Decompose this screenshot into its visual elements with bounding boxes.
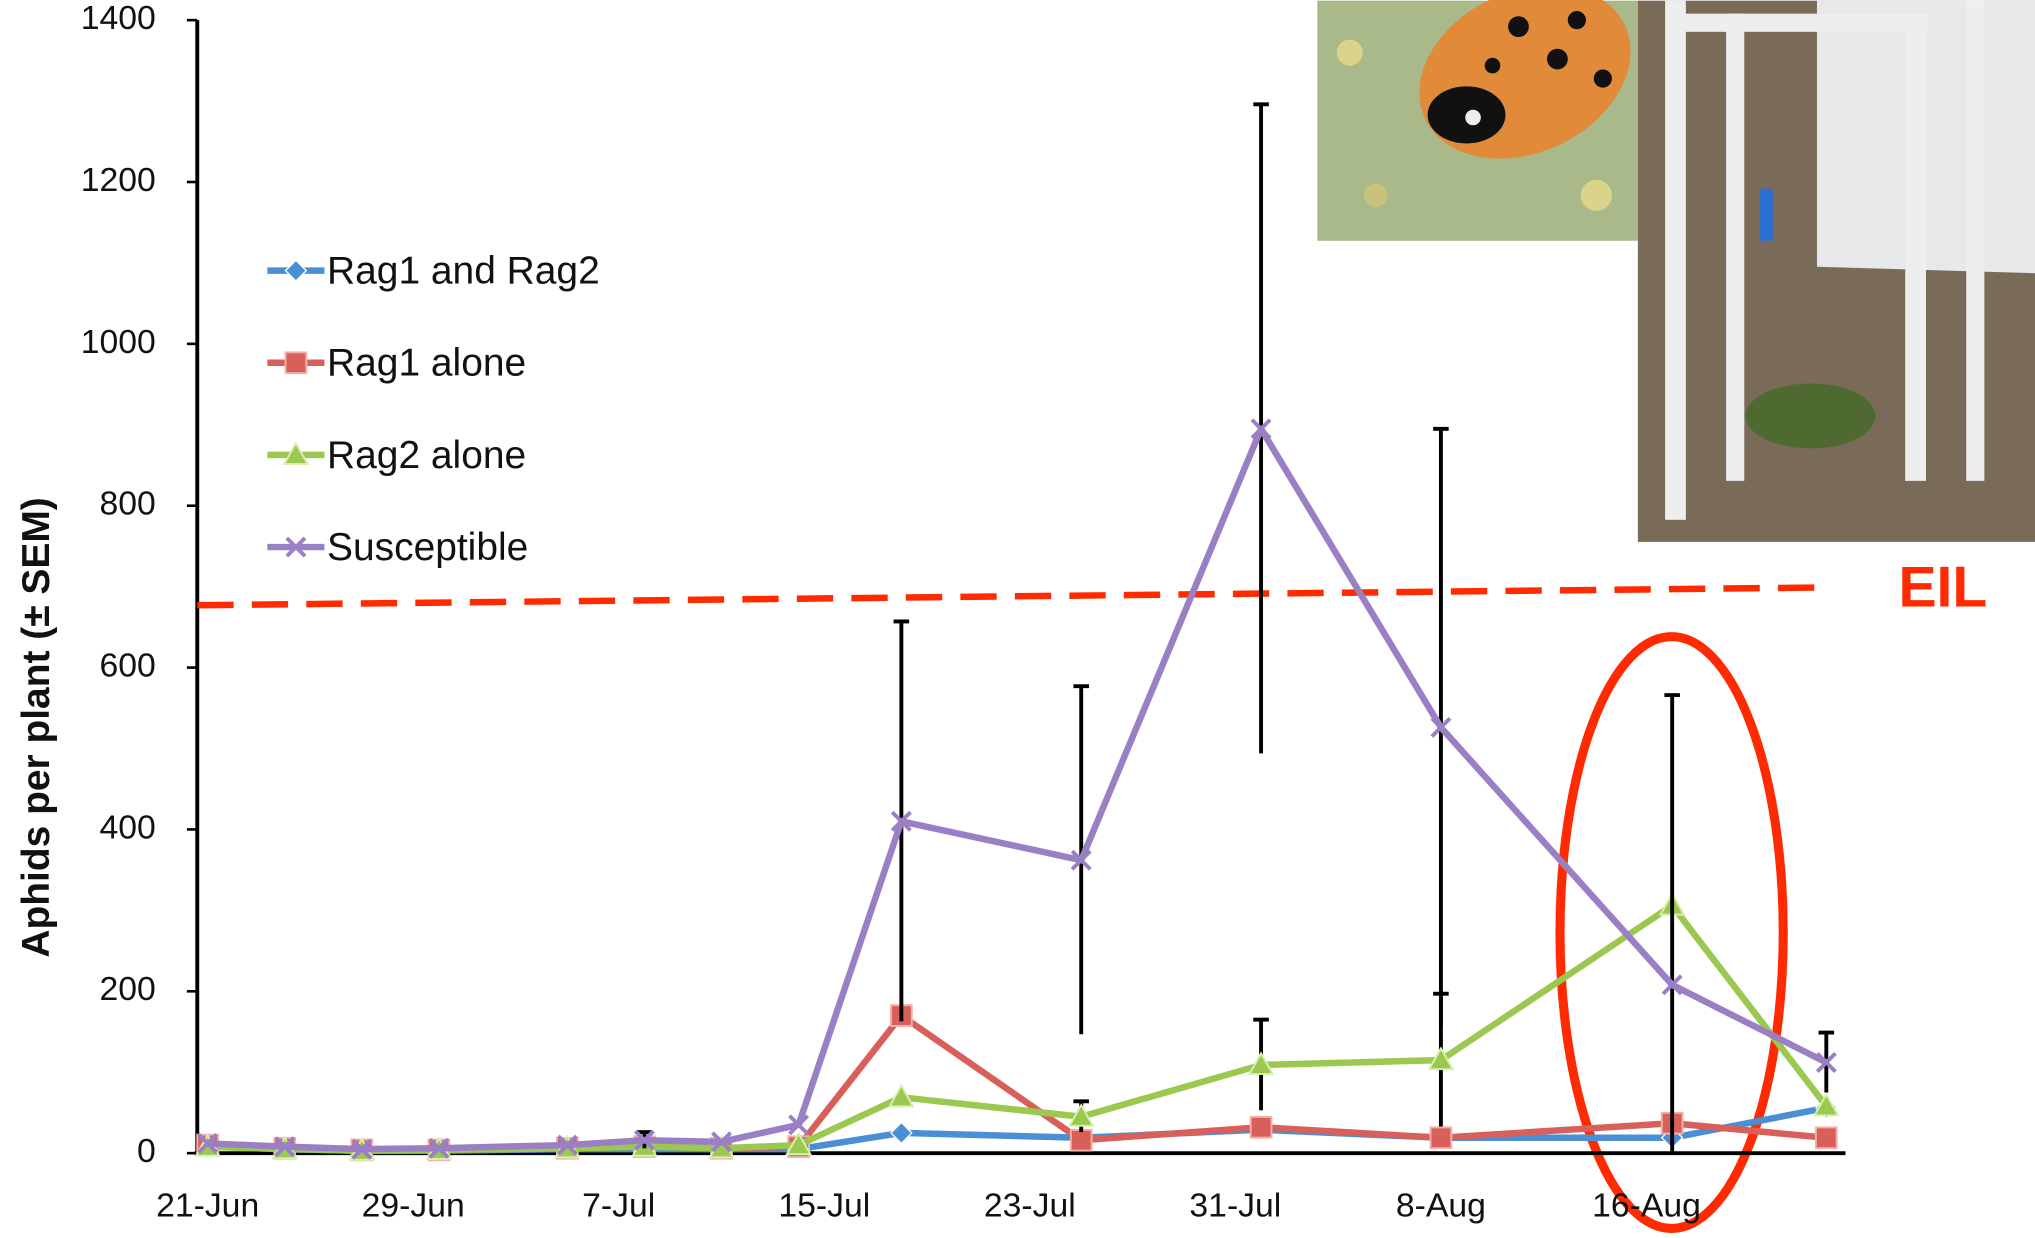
- y-tick-label: 1400: [81, 0, 156, 37]
- reference-label: EIL: [1898, 555, 1987, 619]
- y-tick-label: 0: [137, 1132, 156, 1170]
- legend-marker: [286, 352, 307, 373]
- y-tick-label: 1200: [81, 161, 156, 199]
- x-tick-label: 16-Aug: [1592, 1187, 1701, 1225]
- legend-marker: [286, 260, 307, 281]
- legend-label: Susceptible: [327, 526, 528, 569]
- x-tick-label: 29-Jun: [362, 1187, 465, 1225]
- y-tick-label: 600: [99, 646, 155, 684]
- chart: Aphids per plant (± SEM) 0 200 400 600 800 10…: [0, 0, 2035, 1233]
- series: [196, 894, 1838, 1160]
- series-line: [208, 1016, 1827, 1150]
- x-tick-label: 23-Jul: [984, 1187, 1076, 1225]
- marker: [1431, 1127, 1452, 1148]
- legend-label: Rag2 alone: [327, 434, 526, 477]
- ladybug-photo: [1317, 0, 1659, 241]
- reference-line: [197, 587, 1823, 605]
- x-tick-label: 8-Aug: [1396, 1187, 1486, 1225]
- marker: [1071, 1130, 1092, 1151]
- x-tick-label: 7-Jul: [582, 1187, 655, 1225]
- marker: [1816, 1127, 1837, 1148]
- marker: [891, 1123, 912, 1144]
- y-tick-label: 200: [99, 970, 155, 1008]
- y-tick-label: 1000: [81, 323, 156, 361]
- x-tick-label: 15-Jul: [778, 1187, 870, 1225]
- field-cage-photo: [1638, 1, 2035, 542]
- marker: [1251, 1117, 1272, 1138]
- legend-label: Rag1 and Rag2: [327, 250, 600, 293]
- y-axis-label: Aphids per plant (± SEM): [15, 497, 58, 957]
- legend-label: Rag1 alone: [327, 342, 526, 385]
- y-tick-label: 400: [99, 808, 155, 846]
- x-tick-label: 21-Jun: [156, 1187, 259, 1225]
- y-tick-label: 800: [99, 485, 155, 523]
- x-tick-label: 31-Jul: [1189, 1187, 1281, 1225]
